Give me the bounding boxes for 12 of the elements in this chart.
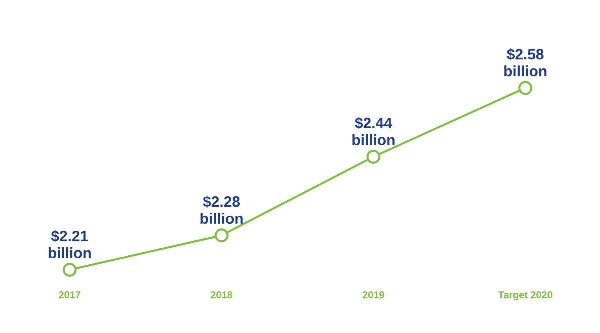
x-tick-label: Target 2020 [498, 292, 552, 301]
x-tick-label: 2019 [362, 292, 384, 299]
x-tick-label: 2017 [59, 292, 81, 299]
data-label: $2.28 billion [200, 196, 243, 224]
point [214, 228, 229, 243]
x-tick-label: 2018 [211, 292, 233, 299]
data-label: $2.44 billion [352, 117, 395, 146]
data-label: $2.58 billion [504, 48, 547, 77]
data-label: $2.21 billion [48, 230, 91, 258]
point [518, 81, 533, 96]
point [366, 150, 381, 164]
point [62, 263, 77, 277]
